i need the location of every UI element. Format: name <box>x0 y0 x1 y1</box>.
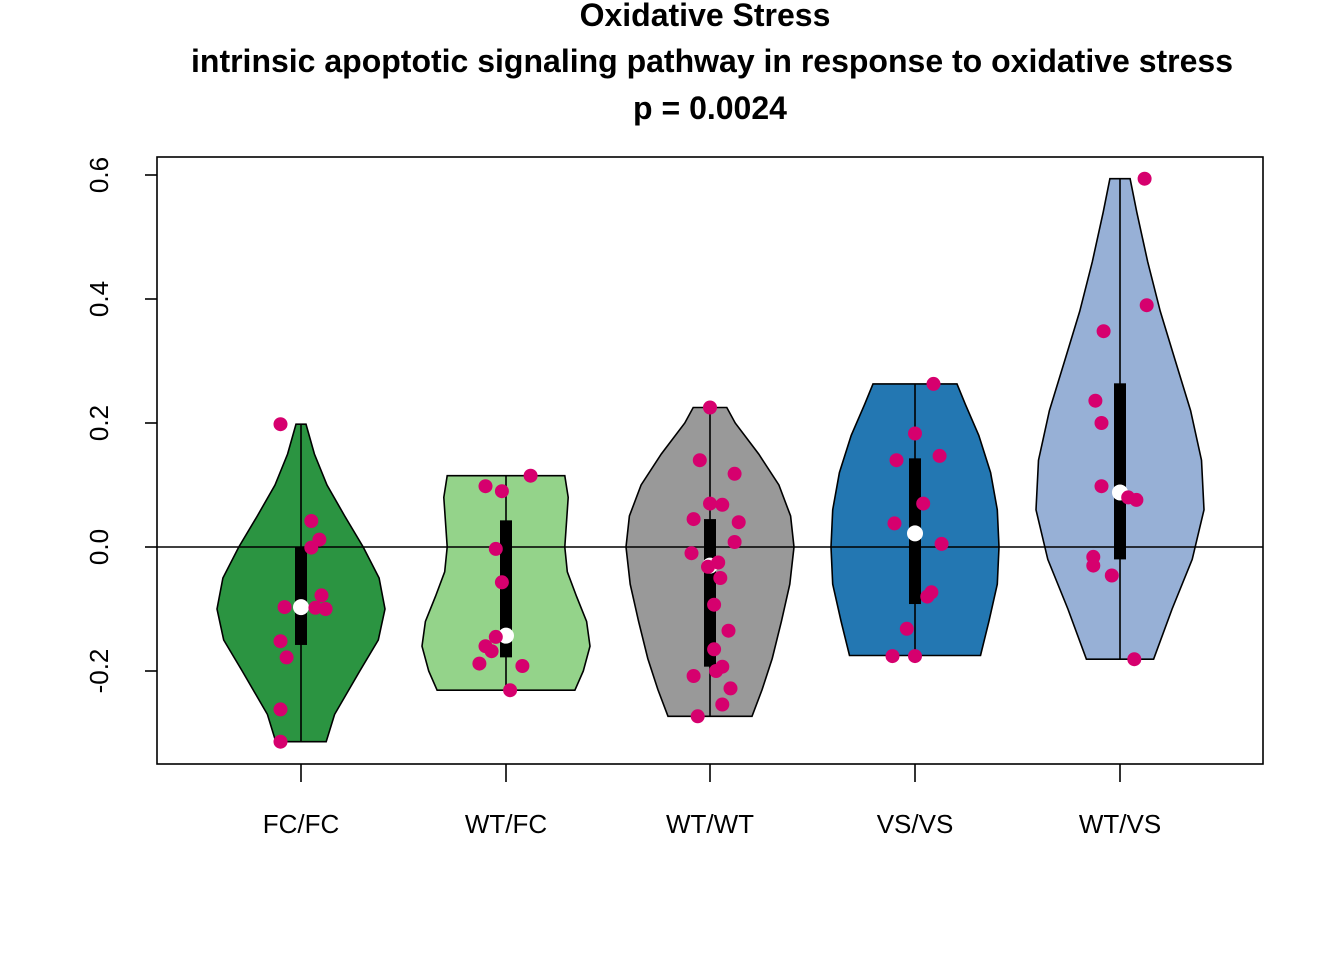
data-point <box>701 559 715 574</box>
y-tick-label: 0.0 <box>84 529 114 565</box>
data-point <box>273 634 288 649</box>
data-point <box>279 650 294 665</box>
data-point <box>1094 416 1109 430</box>
data-point <box>731 515 746 530</box>
iqr-box-wt-fc <box>500 520 512 658</box>
data-point <box>686 512 701 527</box>
data-point <box>713 571 728 585</box>
data-point <box>277 600 292 615</box>
median-marker-fc-fc <box>293 599 309 616</box>
data-point <box>1139 298 1154 313</box>
data-point <box>887 516 902 531</box>
data-point <box>692 453 707 468</box>
data-point <box>723 681 738 696</box>
data-point <box>1088 393 1103 408</box>
data-point <box>484 644 499 659</box>
data-point <box>503 683 518 698</box>
data-point <box>308 600 323 615</box>
data-point <box>899 621 914 636</box>
data-point <box>1137 171 1152 186</box>
data-point <box>926 376 941 391</box>
data-point <box>690 709 705 724</box>
y-tick-label: 0.4 <box>84 281 114 317</box>
data-point <box>494 575 509 590</box>
data-point <box>304 514 319 528</box>
data-point <box>934 536 949 551</box>
data-point <box>916 496 931 511</box>
data-point <box>515 659 530 673</box>
data-point <box>494 484 509 499</box>
data-point <box>707 597 722 612</box>
x-tick-label: VS/VS <box>877 809 954 839</box>
data-point <box>727 535 742 549</box>
plot-area: -0.2 0.0 0.2 0.4 0.6 FC/FC WT/FC WT/WT VS/VS WT/V… <box>84 156 1264 839</box>
data-point <box>703 496 717 511</box>
data-point <box>908 649 922 664</box>
data-point <box>684 546 699 561</box>
data-point <box>932 448 947 463</box>
data-point <box>908 426 922 441</box>
data-point <box>273 417 288 432</box>
data-point <box>885 649 900 664</box>
data-point <box>273 734 288 749</box>
data-point <box>1096 324 1111 339</box>
data-point <box>707 642 722 657</box>
data-point <box>318 602 333 616</box>
data-point <box>709 664 724 678</box>
data-point <box>472 656 487 671</box>
data-point <box>727 466 742 481</box>
iqr-box-fc-fc <box>295 547 307 645</box>
data-point <box>1104 568 1119 583</box>
y-tick-label: 0.6 <box>84 157 114 193</box>
data-point <box>304 540 319 555</box>
x-tick-label: WT/WT <box>666 809 754 839</box>
data-point <box>889 453 904 468</box>
chart-subtitle: intrinsic apoptotic signaling pathway in… <box>191 43 1233 79</box>
data-point <box>715 497 730 512</box>
data-point <box>1127 652 1142 667</box>
data-point <box>686 669 701 683</box>
data-point <box>920 589 935 604</box>
data-point <box>273 702 288 717</box>
x-tick-label: WT/FC <box>465 809 547 839</box>
y-tick-label: 0.2 <box>84 405 114 441</box>
data-point <box>1094 479 1109 494</box>
data-point <box>721 623 736 638</box>
data-point <box>703 400 717 415</box>
data-point <box>478 479 493 494</box>
data-point <box>1129 492 1144 507</box>
data-point <box>314 588 329 603</box>
median-marker-vs-vs <box>907 525 923 542</box>
data-point <box>488 541 503 556</box>
data-point <box>715 697 730 712</box>
data-point <box>1086 558 1101 573</box>
data-point <box>488 629 503 644</box>
x-tick-label: WT/VS <box>1079 809 1161 839</box>
chart-title: Oxidative Stress <box>580 0 831 33</box>
x-tick-label: FC/FC <box>263 809 340 839</box>
iqr-box-wt-wt <box>704 519 716 667</box>
y-tick-label: -0.2 <box>84 649 114 694</box>
p-value-label: p = 0.0024 <box>633 90 787 126</box>
data-point <box>523 468 538 483</box>
iqr-box-wt-vs <box>1114 383 1126 560</box>
